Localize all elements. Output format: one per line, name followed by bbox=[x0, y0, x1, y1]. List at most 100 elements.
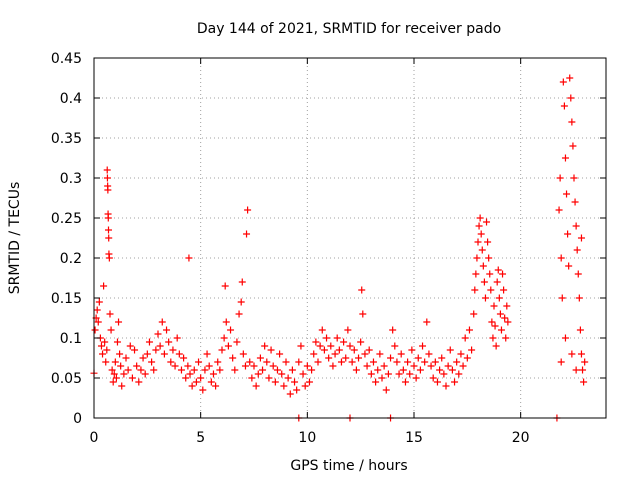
data-point bbox=[325, 354, 333, 362]
data-point bbox=[391, 342, 399, 350]
data-point bbox=[568, 350, 576, 358]
data-point bbox=[369, 358, 377, 366]
data-point bbox=[492, 342, 500, 350]
data-point bbox=[316, 342, 324, 350]
data-point bbox=[182, 374, 190, 382]
data-point bbox=[199, 386, 207, 394]
data-point bbox=[116, 350, 124, 358]
data-point bbox=[433, 378, 441, 386]
data-point bbox=[442, 382, 450, 390]
data-point bbox=[557, 358, 565, 366]
data-point bbox=[99, 350, 107, 358]
data-point bbox=[497, 326, 505, 334]
data-point bbox=[154, 330, 162, 338]
data-point bbox=[184, 362, 192, 370]
data-point bbox=[476, 214, 484, 222]
data-point bbox=[504, 318, 512, 326]
data-point bbox=[493, 278, 501, 286]
chart-title: Day 144 of 2021, SRMTID for receiver pad… bbox=[197, 21, 501, 37]
data-point bbox=[93, 306, 101, 314]
data-point bbox=[269, 362, 277, 370]
data-point bbox=[243, 230, 251, 238]
data-point bbox=[231, 366, 239, 374]
data-point bbox=[484, 238, 492, 246]
data-point bbox=[110, 370, 118, 378]
data-point bbox=[571, 198, 579, 206]
data-point bbox=[580, 378, 588, 386]
y-tick-label: 0.1 bbox=[60, 331, 82, 347]
data-point bbox=[197, 374, 205, 382]
data-point bbox=[177, 366, 185, 374]
data-point bbox=[384, 370, 392, 378]
data-point bbox=[329, 362, 337, 370]
data-point bbox=[378, 374, 386, 382]
data-point bbox=[252, 382, 260, 390]
data-point bbox=[192, 378, 200, 386]
data-point bbox=[97, 342, 105, 350]
data-point bbox=[261, 342, 269, 350]
data-point bbox=[235, 310, 243, 318]
data-point bbox=[284, 374, 292, 382]
data-point bbox=[503, 302, 511, 310]
data-point bbox=[212, 382, 220, 390]
data-point bbox=[139, 354, 147, 362]
data-point bbox=[222, 318, 230, 326]
data-point bbox=[569, 142, 577, 150]
x-tick-label: 15 bbox=[405, 430, 423, 446]
data-point bbox=[308, 366, 316, 374]
data-point bbox=[557, 254, 565, 262]
data-point bbox=[387, 354, 395, 362]
data-point bbox=[421, 358, 429, 366]
data-point bbox=[105, 254, 113, 262]
data-point bbox=[314, 358, 322, 366]
data-point bbox=[500, 286, 508, 294]
data-point bbox=[126, 342, 134, 350]
data-point bbox=[320, 346, 328, 354]
data-point bbox=[358, 286, 366, 294]
data-point bbox=[205, 362, 213, 370]
data-point bbox=[102, 358, 110, 366]
data-point bbox=[233, 338, 241, 346]
data-point bbox=[406, 370, 414, 378]
data-point bbox=[263, 358, 271, 366]
data-point bbox=[451, 378, 459, 386]
data-point bbox=[346, 342, 354, 350]
data-point bbox=[501, 314, 509, 322]
data-point bbox=[419, 342, 427, 350]
data-point bbox=[103, 346, 111, 354]
data-point bbox=[318, 326, 326, 334]
data-point bbox=[246, 358, 254, 366]
data-point bbox=[465, 326, 473, 334]
y-tick-label: 0.05 bbox=[51, 371, 82, 387]
data-point bbox=[112, 374, 120, 382]
data-point bbox=[195, 358, 203, 366]
data-point bbox=[483, 218, 491, 226]
data-point bbox=[382, 386, 390, 394]
data-point bbox=[186, 370, 194, 378]
data-point bbox=[297, 342, 305, 350]
data-point bbox=[448, 366, 456, 374]
data-point bbox=[120, 370, 128, 378]
data-point bbox=[256, 354, 264, 362]
data-point bbox=[481, 294, 489, 302]
data-point bbox=[556, 174, 564, 182]
x-tick-label: 0 bbox=[90, 430, 99, 446]
data-point bbox=[107, 326, 115, 334]
y-tick-label: 0.35 bbox=[51, 131, 82, 147]
data-point bbox=[363, 362, 371, 370]
grid-layer bbox=[94, 58, 606, 418]
data-point bbox=[352, 366, 360, 374]
data-point bbox=[374, 366, 382, 374]
data-point bbox=[455, 370, 463, 378]
data-point bbox=[295, 358, 303, 366]
x-tick-label: 20 bbox=[512, 430, 530, 446]
data-point bbox=[150, 366, 158, 374]
data-point bbox=[331, 350, 339, 358]
data-point bbox=[288, 366, 296, 374]
data-point bbox=[105, 226, 113, 234]
data-point bbox=[220, 334, 228, 342]
data-point bbox=[564, 230, 572, 238]
data-point bbox=[395, 370, 403, 378]
data-point bbox=[468, 346, 476, 354]
